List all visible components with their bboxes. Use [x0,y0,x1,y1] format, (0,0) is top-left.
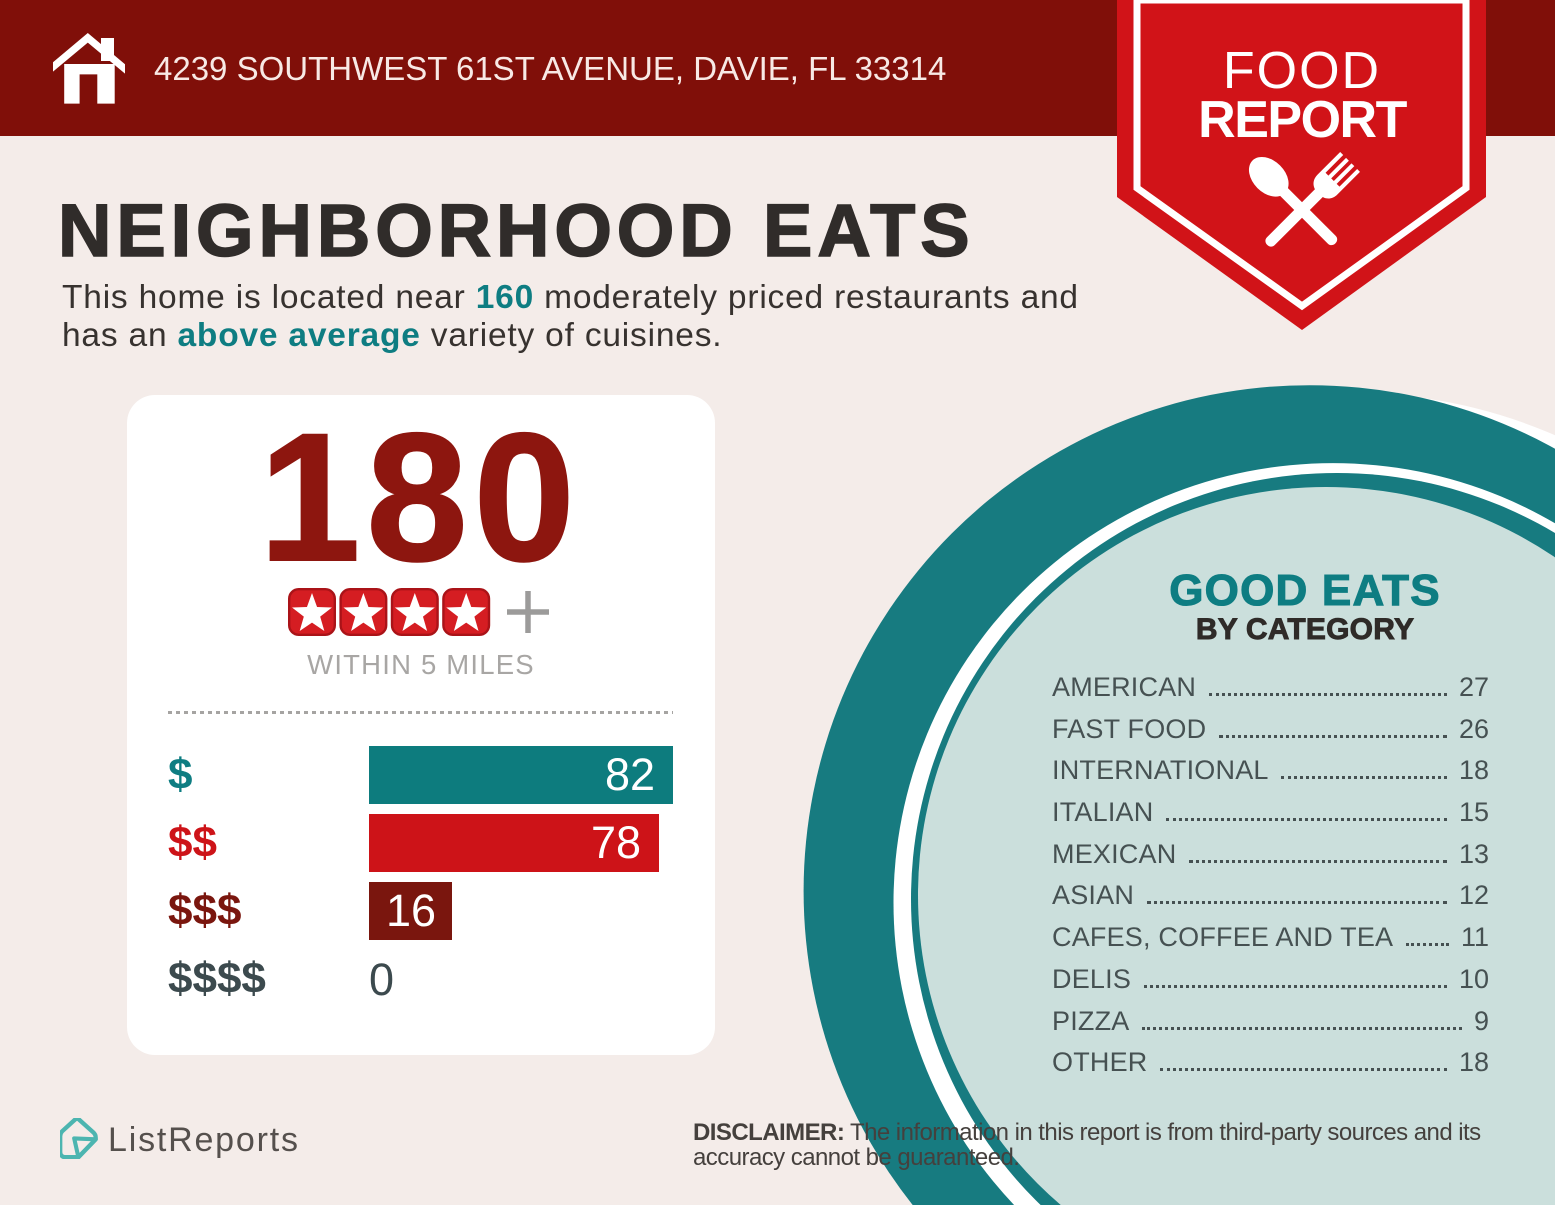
svg-text:REPORT: REPORT [1198,91,1407,149]
svg-text:FOOD: FOOD [1223,42,1381,100]
